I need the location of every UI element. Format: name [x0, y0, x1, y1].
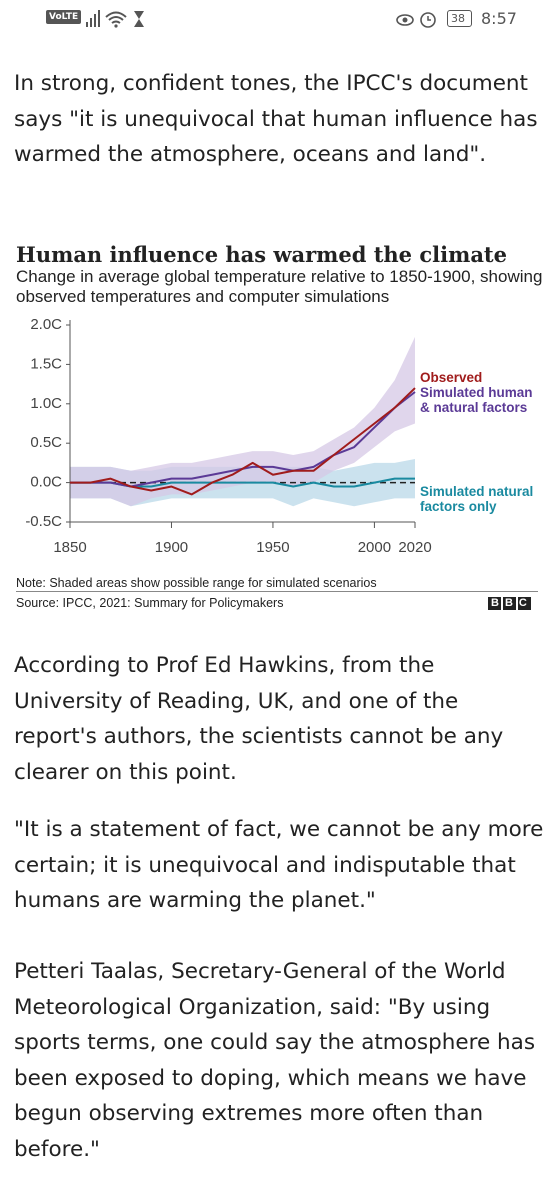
status-icons-right — [396, 12, 436, 28]
chart-subtitle: Change in average global temperature rel… — [16, 267, 543, 306]
x-tick-label: 1850 — [53, 539, 86, 556]
x-tick-label: 2020 — [398, 539, 431, 556]
chart-title: Human influence has warmed the climate — [16, 242, 507, 267]
series-label: Simulated human & natural factors — [420, 385, 533, 415]
status-icons — [86, 10, 144, 28]
x-tick-label: 2000 — [358, 539, 391, 556]
y-tick-label: 0.0C — [30, 474, 62, 491]
status-bar: VoLTE 38 8:57 — [0, 0, 554, 38]
y-tick-label: 0.5C — [30, 434, 62, 451]
chart-note: Note: Shaded areas show possible range f… — [16, 576, 377, 590]
y-tick-label: -0.5C — [25, 513, 62, 530]
range-band — [70, 336, 415, 507]
x-tick-label: 1900 — [155, 539, 188, 556]
series-line — [70, 387, 416, 496]
y-tick-label: 1.5C — [30, 355, 62, 372]
clock: 8:57 — [481, 9, 517, 28]
y-tick-label: 1.0C — [30, 395, 62, 412]
series-label: Observed — [420, 370, 483, 385]
battery: 38 — [447, 10, 472, 27]
y-tick-label: 2.0C — [30, 316, 62, 333]
intro-paragraph: In strong, confident tones, the IPCC's d… — [14, 71, 538, 167]
network-badge: VoLTE — [46, 10, 82, 24]
paragraph: "It is a statement of fact, we cannot be… — [14, 817, 544, 913]
divider — [16, 591, 538, 592]
bbc-logo: BBC — [488, 597, 533, 610]
paragraph: Petteri Taalas, Secretary-General of the… — [14, 959, 536, 1162]
paragraph: According to Prof Ed Hawkins, from the U… — [14, 653, 504, 785]
series-label: Simulated natural factors only — [420, 484, 534, 514]
x-tick-label: 1950 — [256, 539, 289, 556]
chart-source: Source: IPCC, 2021: Summary for Policyma… — [16, 596, 284, 610]
chart: 2.0C 1.5C 1.0C 0.5C 0.0C -0.5C 1850 1900 1950 200… — [25, 316, 431, 556]
